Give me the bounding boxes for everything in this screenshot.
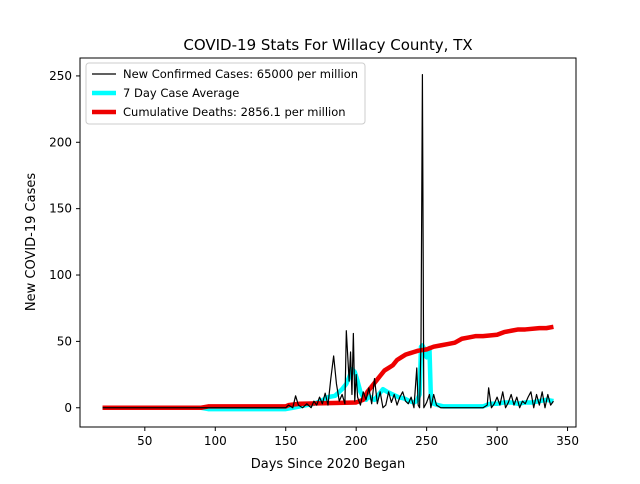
y-tick-label: 200 xyxy=(49,135,72,149)
legend-label-deaths: Cumulative Deaths: 2856.1 per million xyxy=(123,105,346,119)
x-tick-label: 100 xyxy=(204,434,227,448)
series-layer xyxy=(102,73,554,412)
legend: New Confirmed Cases: 65000 per million 7… xyxy=(85,62,366,125)
x-tick-label: 50 xyxy=(137,434,152,448)
y-tick-label: 100 xyxy=(49,268,72,282)
x-axis-label: Days Since 2020 Began xyxy=(251,457,406,472)
x-tick-label: 150 xyxy=(274,434,297,448)
x-tick-label: 250 xyxy=(415,434,438,448)
chart-title: COVID-19 Stats For Willacy County, TX xyxy=(183,36,472,54)
series-7-day-average xyxy=(102,343,554,412)
legend-box xyxy=(85,62,366,125)
y-axis-label: New COVID-19 Cases xyxy=(24,173,39,311)
series-cumulative-deaths xyxy=(102,324,554,410)
y-tick-label: 250 xyxy=(49,69,72,83)
series-new-confirmed-cases xyxy=(102,73,554,409)
y-axis: 0 50 100 150 200 250 xyxy=(49,69,80,415)
x-axis: 50 100 150 200 250 300 350 xyxy=(137,427,579,448)
legend-label-average: 7 Day Case Average xyxy=(123,86,239,100)
y-tick-label: 150 xyxy=(49,202,72,216)
plot-frame xyxy=(79,57,577,428)
x-tick-label: 300 xyxy=(486,434,509,448)
y-tick-label: 0 xyxy=(64,401,72,415)
legend-label-confirmed: New Confirmed Cases: 65000 per million xyxy=(123,67,358,81)
x-tick-label: 200 xyxy=(345,434,368,448)
x-tick-label: 350 xyxy=(556,434,579,448)
y-tick-label: 50 xyxy=(57,334,72,348)
